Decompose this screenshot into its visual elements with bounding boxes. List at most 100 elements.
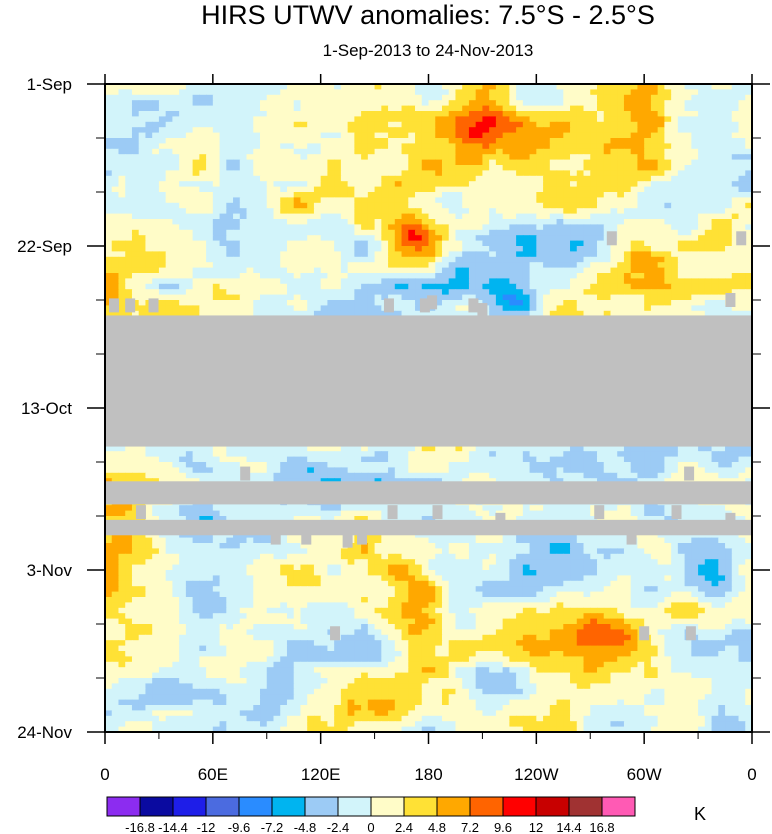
field-cell xyxy=(650,224,659,231)
field-cell xyxy=(596,175,605,182)
field-cell xyxy=(273,208,281,215)
field-cell xyxy=(179,273,187,279)
field-cell xyxy=(718,165,726,171)
field-cell xyxy=(388,116,396,123)
field-cell xyxy=(401,181,409,188)
field-cell xyxy=(233,294,241,301)
field-cell xyxy=(185,170,194,177)
field-cell xyxy=(468,262,477,269)
field-cell xyxy=(199,94,207,101)
field-cell xyxy=(441,289,450,296)
field-cell xyxy=(455,213,463,220)
field-cell xyxy=(623,273,632,279)
field-cell xyxy=(644,116,652,123)
field-cell xyxy=(165,159,173,166)
field-cell xyxy=(266,84,275,90)
field-cell xyxy=(199,246,207,252)
field-cell xyxy=(455,229,463,236)
field-cell xyxy=(590,89,598,96)
field-cell xyxy=(644,235,652,242)
field-cell xyxy=(354,111,362,117)
field-cell xyxy=(516,148,524,155)
field-cell xyxy=(549,132,558,139)
field-cell xyxy=(334,310,342,317)
field-cell xyxy=(509,246,517,252)
field-cell xyxy=(543,121,551,128)
field-cell xyxy=(543,235,551,242)
field-cell xyxy=(711,267,719,274)
field-cell xyxy=(273,192,281,198)
field-cell xyxy=(536,246,544,252)
field-cell xyxy=(570,175,578,182)
field-cell xyxy=(152,121,160,128)
field-cell xyxy=(738,170,746,177)
field-cell xyxy=(347,121,355,128)
field-cell xyxy=(718,116,726,123)
field-cell xyxy=(145,165,153,171)
field-cell xyxy=(226,143,234,150)
field-cell xyxy=(179,267,187,274)
field-cell xyxy=(522,121,531,128)
field-cell xyxy=(388,267,396,274)
field-cell xyxy=(246,181,254,188)
field-cell xyxy=(428,89,436,96)
field-cell xyxy=(745,148,753,155)
field-cell xyxy=(698,235,706,242)
field-cell xyxy=(650,289,659,296)
field-cell xyxy=(307,84,315,90)
field-cell xyxy=(192,132,200,139)
field-cell xyxy=(165,148,173,155)
field-cell xyxy=(381,273,389,279)
field-cell xyxy=(650,267,659,274)
field-cell xyxy=(745,213,753,220)
field-cell xyxy=(226,181,234,188)
field-cell xyxy=(691,165,699,171)
field-cell xyxy=(671,111,679,117)
field-cell xyxy=(219,273,227,279)
field-cell xyxy=(185,186,194,193)
field-cell xyxy=(340,213,349,220)
field-cell xyxy=(455,100,463,107)
field-cell xyxy=(529,105,537,112)
field-cell xyxy=(583,127,591,134)
field-cell xyxy=(543,240,551,247)
field-cell xyxy=(684,289,692,296)
field-cell xyxy=(152,197,160,204)
field-cell xyxy=(185,121,194,128)
field-cell xyxy=(111,105,120,112)
field-cell xyxy=(233,132,241,139)
field-cell xyxy=(273,273,281,279)
field-cell xyxy=(300,300,308,306)
field-cell xyxy=(320,305,329,312)
field-cell xyxy=(441,116,450,123)
field-cell xyxy=(482,132,490,139)
field-cell xyxy=(246,273,254,279)
field-cell xyxy=(664,235,672,242)
field-cell xyxy=(549,138,558,144)
field-cell xyxy=(725,148,733,155)
field-cell xyxy=(536,116,544,123)
field-cell xyxy=(152,213,160,220)
field-cell xyxy=(543,283,551,290)
field-cell xyxy=(684,132,692,139)
field-cell xyxy=(286,294,295,301)
field-cell xyxy=(630,251,639,258)
field-cell xyxy=(280,89,288,96)
field-cell xyxy=(745,116,753,123)
field-cell xyxy=(590,181,598,188)
field-cell xyxy=(475,143,484,150)
field-cell xyxy=(165,121,173,128)
field-cell xyxy=(725,154,733,161)
field-cell xyxy=(590,197,598,204)
field-cell xyxy=(131,84,140,90)
field-cell xyxy=(718,262,726,269)
field-cell xyxy=(468,111,477,117)
field-cell xyxy=(199,300,207,306)
field-cell xyxy=(401,310,409,317)
field-cell xyxy=(219,138,227,144)
field-cell xyxy=(664,289,672,296)
field-cell xyxy=(610,154,618,161)
field-cell xyxy=(610,310,618,317)
field-cell xyxy=(327,305,335,312)
field-cell xyxy=(482,208,490,215)
